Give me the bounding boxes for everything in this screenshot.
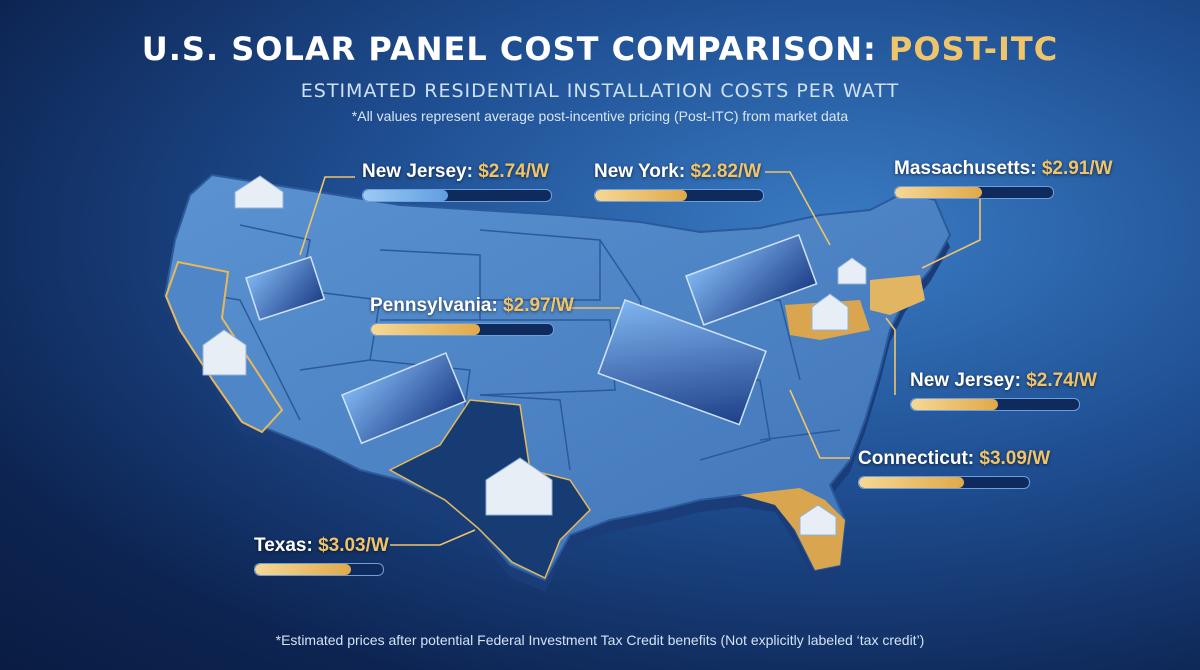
- cost-bar-fill: [371, 324, 481, 335]
- cost-bar: [858, 476, 1030, 489]
- pricing-note: *All values represent average post-incen…: [351, 108, 849, 124]
- cost-bar-fill: [255, 564, 351, 575]
- house-icons: [202, 175, 867, 536]
- ct-arrow: [789, 389, 850, 459]
- callout-new-york: New York: $2.82/W: [594, 161, 764, 202]
- house-icon-california: [202, 329, 247, 376]
- cost-bar-fill: [911, 399, 999, 410]
- callout-label: New Jersey: $2.74/W: [362, 161, 549, 182]
- callout-label: Pennsylvania: $2.97/W: [370, 295, 574, 316]
- callout-massachusetts: Massachusetts: $2.91/W: [894, 158, 1113, 199]
- nj-west-arrow: [299, 176, 355, 256]
- house-icon-texas: [485, 457, 553, 516]
- callout-label: New Jersey: $2.74/W: [910, 370, 1097, 391]
- nj-east-arrow: [885, 317, 896, 395]
- footnote: *Estimated prices after potential Federa…: [275, 632, 925, 648]
- cost-bar-fill: [859, 477, 965, 488]
- callout-label: Massachusetts: $2.91/W: [894, 158, 1113, 179]
- cost-bar: [362, 189, 552, 202]
- callout-new-jersey-west: New Jersey: $2.74/W: [362, 161, 552, 202]
- cost-bar: [370, 323, 554, 336]
- cost-bar-fill: [363, 190, 448, 201]
- cost-bar-fill: [595, 190, 688, 201]
- cost-bar: [254, 563, 384, 576]
- ny-arrow: [765, 171, 831, 246]
- northeast-highlight: [870, 275, 925, 315]
- title-accent: POST-ITC: [888, 30, 1059, 68]
- callout-texas: Texas: $3.03/W: [254, 535, 389, 576]
- solar-panel-great-lakes: [685, 233, 818, 326]
- callout-new-jersey-east: New Jersey: $2.74/W: [910, 370, 1097, 411]
- callout-pennsylvania: Pennsylvania: $2.97/W: [370, 295, 574, 336]
- cost-bar-fill: [895, 187, 982, 198]
- solar-panel-midwest: [597, 299, 767, 426]
- callout-connecticut: Connecticut: $3.09/W: [858, 448, 1051, 489]
- tx-arrow: [390, 529, 476, 546]
- house-icon-new-york: [837, 257, 867, 285]
- callout-label: Connecticut: $3.09/W: [858, 448, 1051, 469]
- cost-bar: [894, 186, 1054, 199]
- callout-label: New York: $2.82/W: [594, 161, 762, 182]
- page-subtitle: ESTIMATED RESIDENTIAL INSTALLATION COSTS…: [300, 80, 900, 102]
- house-icon-florida: [799, 504, 837, 536]
- house-icon-pennsylvania: [811, 293, 849, 331]
- house-icon-northwest: [234, 175, 284, 209]
- page-title: U.S. SOLAR PANEL COST COMPARISON: POST-I…: [0, 30, 1200, 68]
- title-main: U.S. SOLAR PANEL COST COMPARISON:: [141, 30, 889, 68]
- leader-lines: [299, 171, 981, 546]
- callout-label: Texas: $3.03/W: [254, 535, 389, 556]
- cost-bar: [594, 189, 764, 202]
- solar-panel-central: [341, 352, 467, 445]
- solar-panel-west: [245, 256, 326, 321]
- ma-arrow: [921, 190, 981, 269]
- cost-bar: [910, 398, 1080, 411]
